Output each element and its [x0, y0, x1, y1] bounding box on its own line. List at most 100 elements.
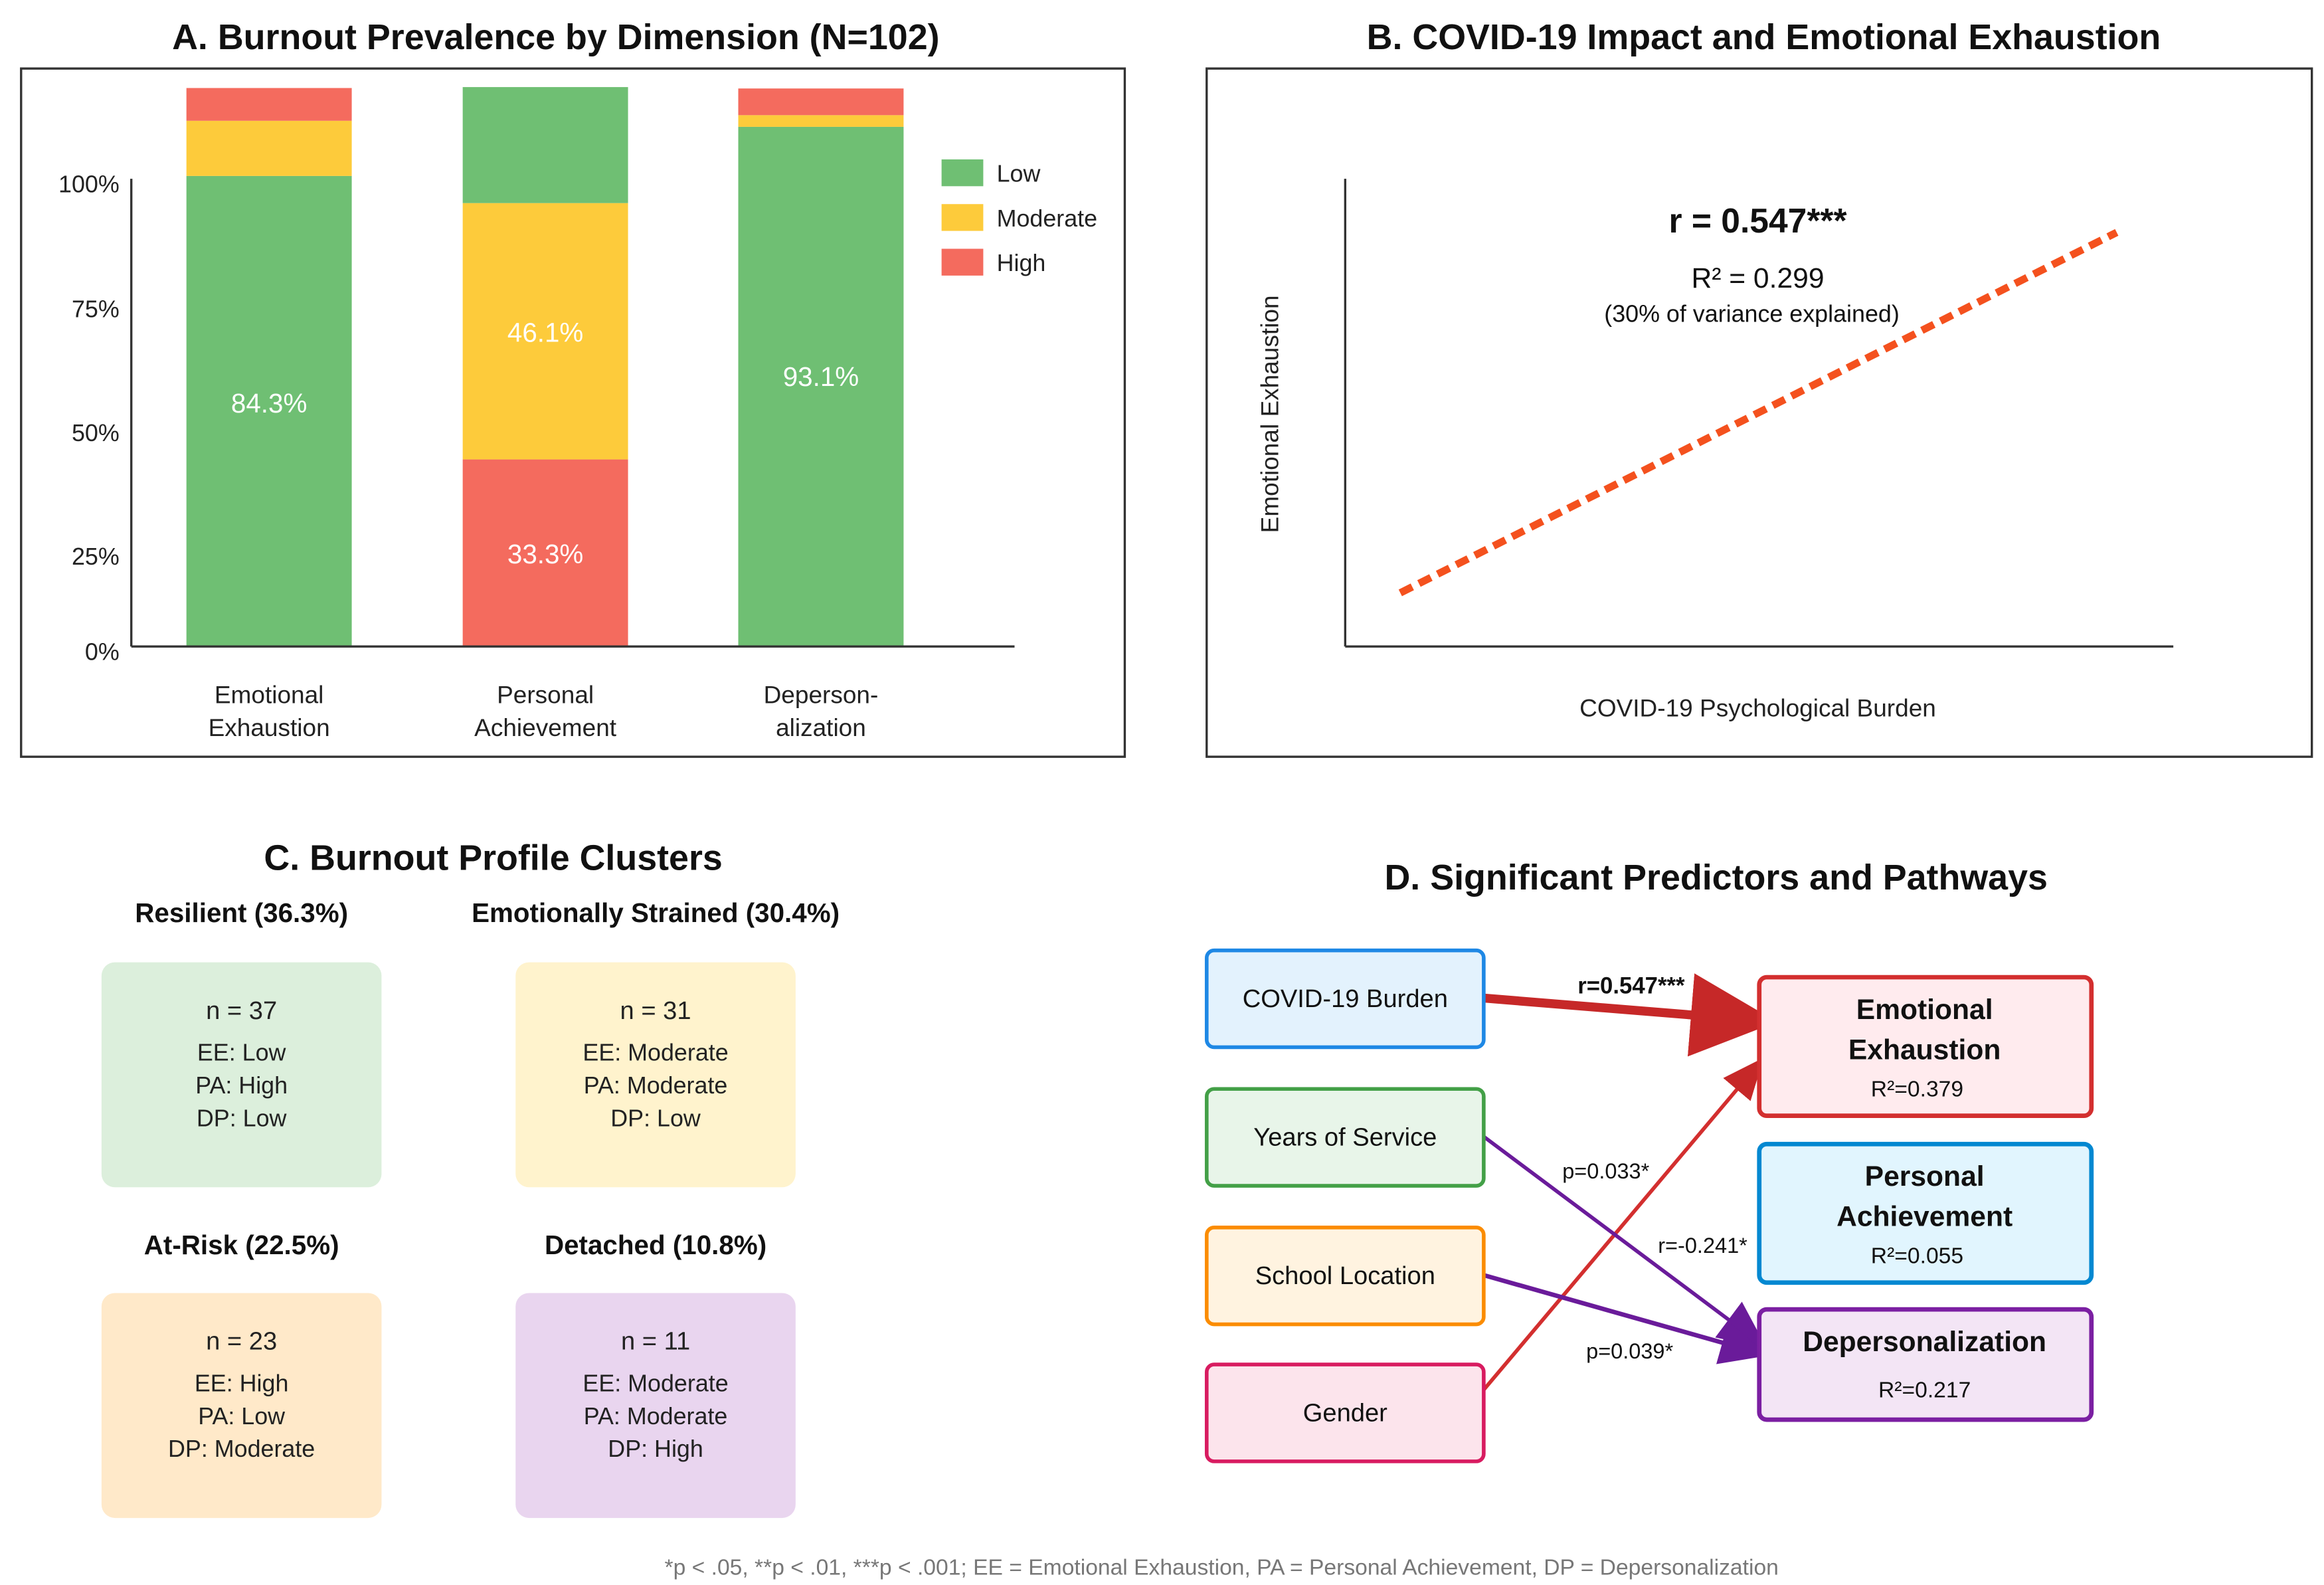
outcome-r2: R²=0.217 [1878, 1378, 1971, 1402]
legend: Low Moderate High [941, 159, 1098, 276]
cluster-line: DP: Moderate [168, 1436, 315, 1462]
bar-segment-high [186, 88, 352, 121]
cluster-line: EE: Moderate [582, 1040, 728, 1066]
panel-a-title: A. Burnout Prevalence by Dimension (N=10… [172, 17, 939, 57]
x-axis-label: COVID-19 Psychological Burden [1579, 695, 1936, 722]
outcome-r2: R²=0.055 [1871, 1244, 1963, 1269]
predictor-label: Years of Service [1253, 1123, 1437, 1151]
variance-annotation: (30% of variance explained) [1604, 300, 1900, 327]
cluster-line: EE: Moderate [582, 1370, 728, 1396]
y-axis-label: Emotional Exhaustion [1256, 295, 1283, 533]
arrow-covid-to-ee [1483, 973, 1778, 1057]
cluster-line: PA: Low [198, 1403, 285, 1430]
predictor-label: Gender [1303, 1398, 1387, 1427]
x-tick-label: Deperson- [764, 681, 879, 708]
panel-a-frame [20, 67, 1126, 758]
bar-data-label: 33.3% [507, 539, 583, 569]
outcome-label: Depersonalization [1803, 1326, 2046, 1358]
bar-data-label: 46.1% [507, 317, 583, 347]
y-tick-label: 25% [72, 543, 120, 570]
bar-segment-high [738, 88, 904, 116]
cluster-box [101, 962, 382, 1188]
y-tick-labels: 0% 25% 50% 75% 100% [58, 171, 120, 665]
legend-swatch-high [941, 248, 984, 276]
regression-line [1398, 229, 2119, 597]
predictor-node: Gender [1204, 1362, 1486, 1463]
cluster-box [515, 1293, 796, 1519]
panel-b-frame [1206, 67, 2313, 758]
bar-segment-low [738, 126, 904, 647]
predictor-label: School Location [1255, 1261, 1435, 1290]
clusters: Resilient (36.3%) n = 37 EE: Low PA: High DP… [101, 897, 840, 1519]
cluster-card: At-Risk (22.5%) n = 23 EE: High PA: Low DP: … [101, 1230, 382, 1519]
x-tick-label: alization [776, 714, 866, 741]
cluster-line: DP: High [608, 1436, 703, 1462]
x-tick-label: Personal [497, 681, 594, 708]
legend-label: High [997, 250, 1046, 276]
cluster-n: n = 23 [206, 1327, 277, 1356]
arrow-years-to-dp [1482, 1135, 1768, 1350]
predictor-node: COVID-19 Burden [1204, 948, 1486, 1050]
panel-d-title: D. Significant Predictors and Pathways [1384, 858, 2047, 897]
cluster-title: At-Risk (22.5%) [144, 1230, 339, 1260]
cluster-line: EE: High [195, 1370, 289, 1396]
nodes: COVID-19 Burden Years of Service School Lo… [1204, 948, 2094, 1463]
cluster-title: Emotionally Strained (30.4%) [472, 897, 840, 928]
legend-label: Low [997, 161, 1041, 187]
outcome-label: Emotional [1856, 994, 1993, 1026]
predictor-label: COVID-19 Burden [1243, 984, 1448, 1013]
bar-segment-moderate [738, 115, 904, 127]
cluster-card: Emotionally Strained (30.4%) n = 31 EE: Mo… [472, 897, 840, 1188]
cluster-line: DP: Low [610, 1105, 701, 1131]
legend-swatch-low [941, 159, 984, 187]
panel-c-title: C. Burnout Profile Clusters [264, 838, 722, 878]
bar-segment-high [462, 459, 628, 647]
r-annotation: r = 0.547*** [1668, 201, 1847, 240]
legend-label: Moderate [997, 205, 1098, 232]
cluster-box [515, 962, 796, 1188]
panel-d: D. Significant Predictors and Pathways C… [1204, 858, 2094, 1463]
x-tick-label: Emotional [215, 681, 324, 708]
bar-data-label: 93.1% [783, 361, 859, 392]
r2-annotation: R² = 0.299 [1691, 262, 1824, 294]
cluster-line: PA: Moderate [584, 1072, 728, 1099]
outcome-node: Depersonalization R²=0.217 [1757, 1307, 2094, 1422]
edge-label-school-dp: p=0.039* [1586, 1339, 1673, 1363]
panel-c: C. Burnout Profile Clusters Resilient (3… [101, 838, 840, 1519]
bar-segment-low [462, 87, 628, 203]
y-tick-label: 75% [72, 296, 120, 323]
cluster-card: Detached (10.8%) n = 11 EE: Moderate PA: Mo… [515, 1230, 796, 1519]
edge-label-years-dp: p=0.033* [1562, 1159, 1649, 1183]
panel-b-title: B. COVID-19 Impact and Emotional Exhaust… [1367, 17, 2161, 57]
arrow-gender-to-ee [1482, 1056, 1765, 1392]
x-tick-label: Exhaustion [209, 714, 330, 741]
outcome-node: Personal Achievement R²=0.055 [1757, 1141, 2094, 1285]
y-tick-label: 0% [85, 638, 120, 665]
panel-a: A. Burnout Prevalence by Dimension (N=10… [20, 17, 1126, 758]
legend-swatch-moderate [941, 204, 984, 231]
x-tick-label: Achievement [474, 714, 617, 741]
y-tick-label: 50% [72, 420, 120, 446]
arrow-school-to-dp [1482, 1273, 1769, 1364]
outcome-r2: R²=0.379 [1871, 1077, 1963, 1101]
cluster-box [101, 1293, 382, 1519]
predictor-node: School Location [1204, 1226, 1486, 1327]
edge-label-covid-ee: r=0.547*** [1577, 974, 1685, 999]
cluster-title: Resilient (36.3%) [135, 897, 348, 928]
edge-label-gender-ee: r=-0.241* [1658, 1234, 1747, 1258]
cluster-line: PA: Moderate [584, 1403, 728, 1430]
outcome-label: Personal [1865, 1161, 1985, 1192]
cluster-line: EE: Low [197, 1040, 286, 1066]
cluster-title: Detached (10.8%) [545, 1230, 766, 1260]
bar-segment-moderate [462, 203, 628, 460]
cluster-line: DP: Low [197, 1105, 287, 1131]
panel-b: B. COVID-19 Impact and Emotional Exhaust… [1206, 17, 2313, 758]
cluster-n: n = 11 [621, 1327, 690, 1356]
y-tick-label: 100% [58, 171, 120, 197]
x-tick-labels: Emotional Exhaustion Personal Achievement De… [209, 681, 879, 741]
bars: 84.3% 33.3% 46.1% 93.1% [186, 87, 904, 647]
cluster-n: n = 31 [620, 996, 691, 1025]
bar-data-label: 84.3% [231, 388, 307, 419]
bar-segment-low [186, 175, 352, 647]
